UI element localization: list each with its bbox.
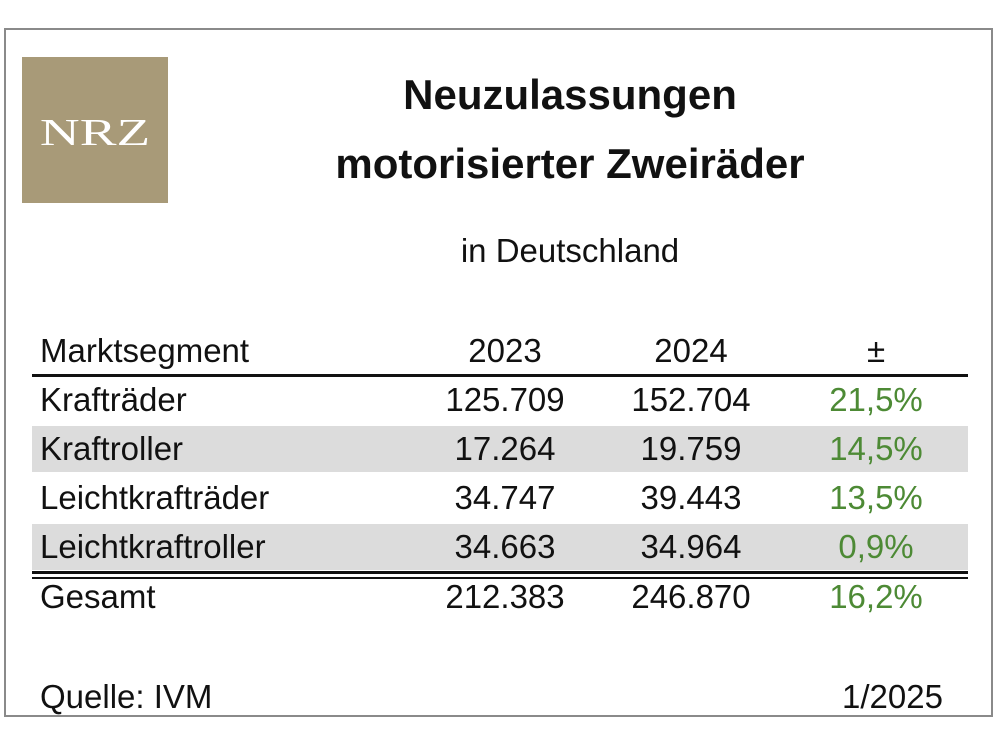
total-row: Gesamt 212.383 246.870 16,2% <box>32 574 968 620</box>
row-segment: Kraftroller <box>40 430 184 467</box>
table-header: Marktsegment 2023 2024 ± <box>32 328 968 374</box>
row-value-2023: 34.747 <box>454 479 556 516</box>
table-row: Leichtkraftroller 34.663 34.964 0,9% <box>32 524 968 570</box>
table-row: Krafträder 125.709 152.704 21,5% <box>32 377 968 423</box>
row-change: 13,5% <box>829 479 923 516</box>
row-segment: Leichtkrafträder <box>40 479 270 516</box>
row-value-2024: 34.964 <box>640 528 742 565</box>
total-rule-top <box>32 571 968 574</box>
logo-text: NRZ <box>39 112 151 154</box>
table-row: Leichtkrafträder 34.747 39.443 13,5% <box>32 475 968 521</box>
date-note: 1/2025 <box>842 678 943 715</box>
table-row: Kraftroller 17.264 19.759 14,5% <box>32 426 968 472</box>
total-value-2023: 212.383 <box>445 578 565 615</box>
row-segment: Krafträder <box>40 381 187 418</box>
total-change: 16,2% <box>829 578 923 615</box>
title-line-1: Neuzulassungen <box>403 71 737 118</box>
total-rule-bottom <box>32 577 968 579</box>
total-value-2024: 246.870 <box>631 578 751 615</box>
header-2024: 2024 <box>654 332 728 369</box>
nrz-logo: NRZ <box>22 57 168 203</box>
header-segment: Marktsegment <box>40 332 250 369</box>
row-value-2024: 152.704 <box>631 381 751 418</box>
header-change: ± <box>866 332 886 369</box>
row-segment: Leichtkraftroller <box>40 528 266 565</box>
header-rule <box>32 374 968 377</box>
total-segment: Gesamt <box>40 578 156 615</box>
source-note: Quelle: IVM <box>40 678 213 715</box>
row-change: 14,5% <box>829 430 923 467</box>
row-value-2023: 34.663 <box>454 528 556 565</box>
title-line-2: motorisierter Zweiräder <box>335 140 805 187</box>
row-value-2023: 17.264 <box>454 430 556 467</box>
row-value-2024: 19.759 <box>640 430 742 467</box>
row-change: 0,9% <box>838 528 914 565</box>
row-value-2024: 39.443 <box>640 479 742 516</box>
row-value-2023: 125.709 <box>445 381 565 418</box>
chart-frame <box>4 28 993 717</box>
subtitle: in Deutschland <box>460 232 680 269</box>
row-change: 21,5% <box>829 381 923 418</box>
header-2023: 2023 <box>468 332 542 369</box>
